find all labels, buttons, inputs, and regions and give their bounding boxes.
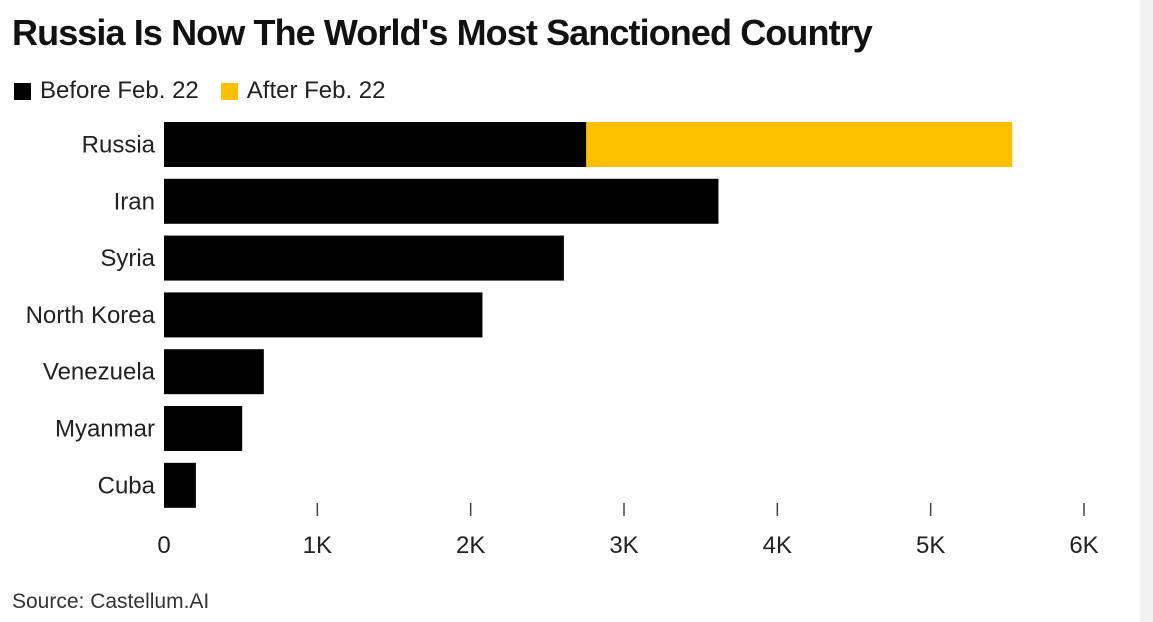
legend-item-after: After Feb. 22	[220, 77, 386, 105]
category-labels-group: Russia Iran Syria North Korea Venezuela Myanm…	[26, 132, 156, 500]
bars-group	[164, 122, 1013, 508]
x-tick-label-6: 6K	[1069, 532, 1098, 559]
bar-syria-before	[164, 235, 564, 281]
x-tick-label-2: 2K	[456, 532, 485, 559]
x-tick-label-3: 3K	[609, 532, 638, 559]
chart-title: Russia Is Now The World's Most Sanctione…	[12, 12, 873, 53]
bar-russia-after	[586, 122, 1013, 167]
category-label-iran: Iran	[114, 188, 155, 215]
legend-item-before: Before Feb. 22	[14, 77, 199, 105]
category-label-venezuela: Venezuela	[43, 359, 156, 386]
category-label-myanmar: Myanmar	[55, 416, 155, 443]
bar-cuba-before	[164, 462, 196, 508]
category-label-cuba: Cuba	[98, 472, 156, 499]
source-note: Source: Castellum.AI	[12, 590, 210, 613]
bar-myanmar-before	[164, 406, 243, 451]
page-edge-strip	[1140, 0, 1153, 622]
legend-label-before: Before Feb. 22	[40, 77, 199, 104]
legend-swatch-before	[14, 82, 31, 100]
x-axis: 0 1K 2K 3K 4K 5K 6K	[157, 503, 1099, 559]
bar-russia-before	[164, 122, 587, 167]
category-label-north-korea: North Korea	[26, 302, 156, 329]
category-label-syria: Syria	[100, 245, 155, 272]
x-tick-label-4: 4K	[763, 532, 792, 559]
x-tick-label-1: 1K	[303, 532, 332, 559]
legend-label-after: After Feb. 22	[246, 77, 386, 104]
legend: Before Feb. 22 After Feb. 22	[14, 77, 408, 105]
bar-iran-before	[164, 178, 719, 224]
category-label-russia: Russia	[82, 132, 156, 159]
bar-venezuela-before	[164, 349, 264, 395]
legend-swatch-after	[220, 82, 238, 100]
bar-north-korea-before	[164, 292, 483, 338]
x-tick-label-0: 0	[157, 532, 170, 559]
x-tick-label-5: 5K	[916, 532, 945, 559]
